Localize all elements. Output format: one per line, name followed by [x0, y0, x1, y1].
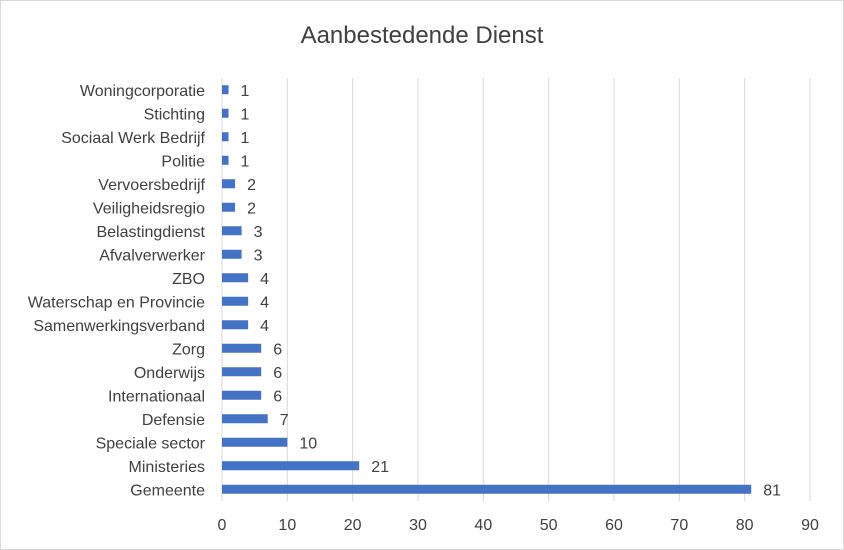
bar [222, 202, 236, 212]
data-label: 6 [273, 341, 282, 358]
data-label: 6 [273, 388, 282, 405]
x-tick-label: 0 [218, 517, 227, 534]
category-label: Belastingdienst [96, 224, 205, 241]
x-tick-label: 50 [540, 517, 558, 534]
bar [222, 179, 236, 189]
data-label: 81 [763, 482, 781, 499]
bar [222, 320, 249, 330]
bar [222, 390, 262, 400]
data-label: 1 [241, 106, 250, 123]
chart-title: Aanbestedende Dienst [300, 22, 544, 49]
bar [222, 296, 249, 306]
data-label: 4 [260, 294, 269, 311]
category-label: Afvalverwerker [99, 247, 205, 264]
bar [222, 132, 229, 142]
data-label: 3 [254, 247, 263, 264]
data-label: 21 [371, 459, 389, 476]
bar [222, 226, 242, 236]
category-label: Defensie [142, 412, 205, 429]
category-label: Onderwijs [134, 365, 205, 382]
data-label: 2 [247, 177, 256, 194]
data-label: 3 [254, 224, 263, 241]
bar [222, 249, 242, 259]
x-tick-label: 20 [344, 517, 362, 534]
x-tick-label: 10 [278, 517, 296, 534]
data-label: 1 [241, 153, 250, 170]
bar [222, 414, 268, 424]
category-label: Vervoersbedrijf [98, 177, 205, 194]
data-label: 2 [247, 200, 256, 217]
bar [222, 85, 229, 95]
category-label: Stichting [144, 106, 205, 123]
bar [222, 343, 262, 353]
category-label: Veiligheidsregio [93, 200, 205, 217]
category-label: Sociaal Werk Bedrijf [61, 130, 205, 147]
x-tick-label: 40 [474, 517, 492, 534]
data-label: 4 [260, 271, 269, 288]
bar [222, 155, 229, 165]
category-label: Politie [161, 153, 205, 170]
data-label: 7 [280, 412, 289, 429]
category-label: Zorg [172, 341, 205, 358]
category-label: ZBO [172, 271, 205, 288]
category-label: Ministeries [129, 459, 205, 476]
data-label: 6 [273, 365, 282, 382]
category-label: Waterschap en Provincie [28, 294, 205, 311]
category-label: Internationaal [108, 388, 205, 405]
x-tick-label: 90 [801, 517, 819, 534]
bar [222, 484, 752, 494]
bar [222, 367, 262, 377]
category-label: Samenwerkingsverband [33, 318, 205, 335]
x-tick-label: 80 [736, 517, 754, 534]
bar [222, 108, 229, 118]
data-label: 4 [260, 318, 269, 335]
category-label: Gemeente [130, 482, 205, 499]
label-layer: 0 10 20 30 40 50 60 70 80 90 Gemeente 81 Ministeries… [28, 83, 819, 534]
x-tick-label: 30 [409, 517, 427, 534]
grid-layer [221, 78, 811, 501]
bar [222, 461, 360, 471]
x-tick-label: 70 [670, 517, 688, 534]
bar-layer [222, 85, 752, 494]
category-label: Woningcorporatie [80, 83, 205, 100]
data-label: 10 [299, 435, 317, 452]
x-tick-label: 60 [605, 517, 623, 534]
bar [222, 273, 249, 283]
category-label: Speciale sector [96, 435, 206, 452]
data-label: 1 [241, 83, 250, 100]
data-label: 1 [241, 130, 250, 147]
bar [222, 437, 288, 447]
